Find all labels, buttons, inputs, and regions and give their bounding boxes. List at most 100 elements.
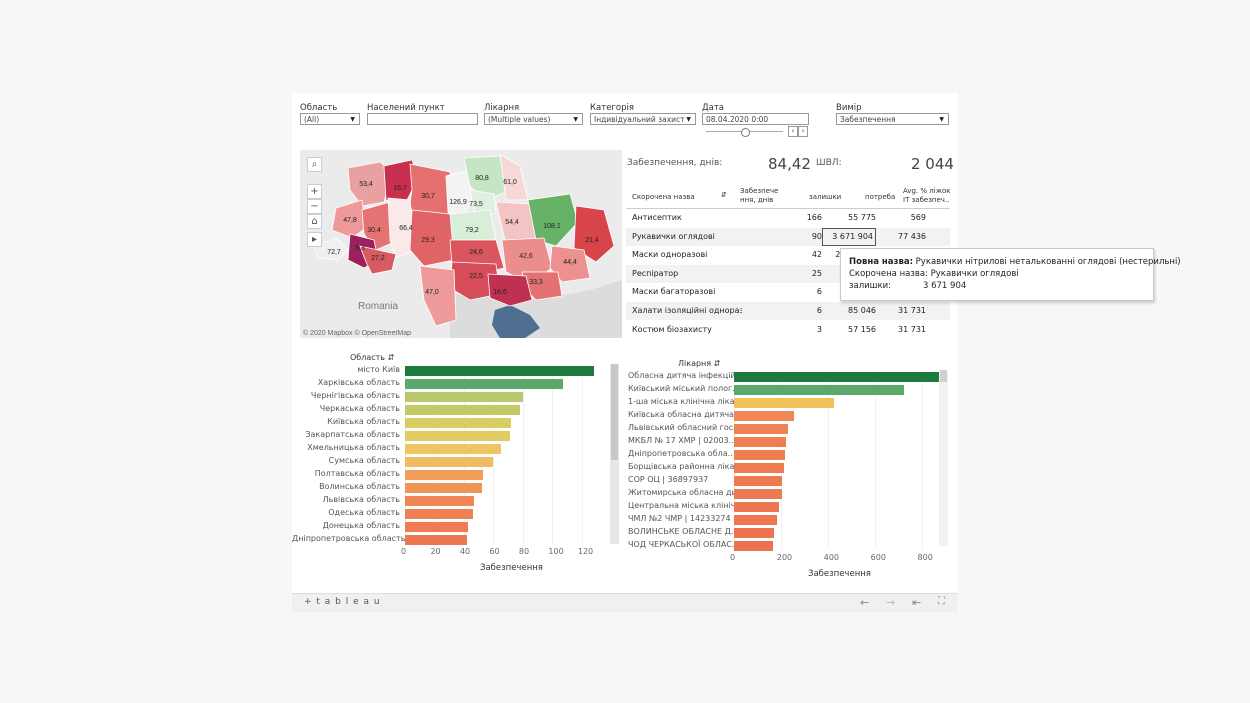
table-row[interactable]: Халати ізоляційні одноразо.. 6 85 046 31 73… [626, 302, 950, 320]
sort-icon[interactable]: ⇵ [721, 191, 727, 199]
table-row[interactable]: Антисептик 166 55 775 569 [626, 209, 950, 227]
map-region-label: 9,3 [355, 245, 365, 252]
bar-category-label: ЧМЛ №2 ЧМР | 14233274 [628, 514, 731, 523]
chevron-down-icon: ▼ [573, 116, 578, 123]
bar[interactable] [734, 502, 779, 512]
tableau-logo[interactable]: + t a b l e a u [304, 597, 381, 607]
bar[interactable] [734, 437, 787, 447]
row-name-cell: Респіратор [632, 268, 679, 278]
undo-icon[interactable]: ← [860, 596, 870, 609]
x-tick-label: 80 [518, 547, 530, 556]
bar[interactable] [405, 418, 512, 428]
revert-icon[interactable]: ⇤ [912, 596, 922, 609]
map-region[interactable] [445, 169, 473, 221]
oblast-map[interactable]: 53,4 16,7 30,7 126,9 80,8 61,0 73,5 47,8 30,4 66,… [300, 150, 622, 338]
bar[interactable] [734, 398, 834, 408]
map-region[interactable] [359, 245, 397, 275]
search-icon[interactable]: ⌕ [307, 157, 322, 172]
bar[interactable] [734, 372, 940, 382]
map-region[interactable] [347, 161, 393, 207]
bar[interactable] [734, 476, 783, 486]
oblast-chart-scrollbar[interactable] [610, 364, 619, 544]
crimea-region[interactable] [492, 305, 540, 338]
bar[interactable] [405, 483, 482, 493]
bar-category-label: ВОЛИНСЬКЕ ОБЛАСНЕ Д.. [628, 527, 736, 536]
date-slider-thumb[interactable] [740, 128, 750, 137]
bar[interactable] [734, 411, 794, 421]
map-region[interactable] [527, 193, 579, 247]
home-icon[interactable]: ⌂ [307, 214, 322, 229]
col-header-name[interactable]: Скорочена назва [632, 193, 695, 201]
hospital-chart-scrollbar[interactable] [939, 370, 948, 546]
bar[interactable] [405, 522, 469, 532]
row-stock-cell: 85 046 [848, 306, 876, 315]
zoom-in-button[interactable]: + [307, 184, 322, 199]
bar[interactable] [405, 444, 501, 454]
bar[interactable] [405, 405, 520, 415]
bar[interactable] [734, 424, 788, 434]
zoom-out-button[interactable]: − [307, 199, 322, 214]
filter-oblast-select[interactable]: (All) ▼ [300, 113, 360, 125]
bar[interactable] [405, 496, 475, 506]
bar-category-label: Київська область [327, 417, 400, 426]
map-region[interactable] [463, 155, 507, 201]
map-region[interactable] [313, 237, 349, 261]
bar[interactable] [405, 470, 484, 480]
bar[interactable] [734, 515, 778, 525]
bar-category-label: МКБЛ № 17 ХМР | 02003.. [628, 436, 734, 445]
filter-date-input[interactable]: 08.04.2020 0:00 [702, 113, 809, 125]
filter-category-label: Категорія [590, 103, 634, 113]
chart-title[interactable]: Лікарня ⇵ [678, 359, 721, 368]
date-prev-button[interactable]: ‹ [788, 126, 798, 137]
x-tick-label: 0 [401, 547, 407, 556]
map-region[interactable] [419, 265, 457, 327]
bar[interactable] [405, 379, 563, 389]
row-need-cell: 77 436 [898, 231, 926, 241]
bar[interactable] [734, 463, 784, 473]
bar[interactable] [734, 450, 786, 460]
col-header-stock[interactable]: залишки [809, 193, 842, 201]
col-header-icu[interactable]: Avg. % ліжок IT забезпеч.. [903, 187, 951, 204]
bar[interactable] [734, 541, 774, 551]
filter-category-select[interactable]: Індивідуальний захист ▼ [590, 113, 696, 125]
map-region[interactable] [573, 205, 615, 263]
map-region[interactable] [409, 209, 455, 267]
map-region[interactable] [549, 245, 591, 283]
bar[interactable] [734, 489, 782, 499]
bar[interactable] [405, 457, 494, 467]
bar[interactable] [405, 431, 510, 441]
bar[interactable] [734, 528, 775, 538]
dashboard-card: Область (All) ▼ Населений пункт Лікарня (… [292, 93, 1181, 612]
filter-measure-select[interactable]: Забезпечення ▼ [836, 113, 949, 125]
bar[interactable] [405, 535, 467, 545]
play-icon[interactable]: ▸ [307, 232, 322, 247]
gridline [522, 366, 524, 543]
map-region[interactable] [331, 199, 367, 239]
map-region[interactable] [469, 189, 497, 217]
map-region[interactable] [361, 201, 395, 251]
map-region[interactable] [487, 273, 533, 307]
table-row[interactable]: Рукавички оглядові 90 3 671 904 77 436 [626, 227, 950, 246]
map-region-label: 53,4 [359, 181, 373, 188]
fullscreen-icon[interactable]: ⛶ [938, 596, 945, 607]
icu-kpi-value: 2 044 [911, 155, 954, 173]
col-header-need[interactable]: потреба [865, 193, 896, 201]
redo-icon[interactable]: → [886, 596, 896, 609]
filter-hospital-select[interactable]: (Multiple values) ▼ [484, 113, 583, 125]
scrollbar-thumb[interactable] [611, 364, 618, 460]
bar[interactable] [405, 366, 594, 376]
table-row[interactable]: Костюм біозахисту 3 57 156 31 731 [626, 321, 950, 339]
map-region[interactable] [387, 197, 417, 259]
chart-title[interactable]: Область ⇵ [350, 353, 395, 362]
filter-settlement-input[interactable] [367, 113, 478, 125]
date-next-button[interactable]: › [798, 126, 808, 137]
col-header-supply[interactable]: Забезпече ння, днів [740, 187, 779, 204]
ukraine-choropleth: 53,4 16,7 30,7 126,9 80,8 61,0 73,5 47,8 30,4 66,… [300, 150, 622, 338]
bar[interactable] [405, 392, 523, 402]
tooltip-stock-value: 3 671 904 [923, 281, 967, 291]
bar[interactable] [734, 385, 904, 395]
scrollbar-thumb[interactable] [940, 370, 947, 382]
x-tick-label: 0 [730, 553, 736, 562]
bar[interactable] [405, 509, 473, 519]
row-name-cell: Халати ізоляційні одноразо.. [632, 306, 742, 315]
